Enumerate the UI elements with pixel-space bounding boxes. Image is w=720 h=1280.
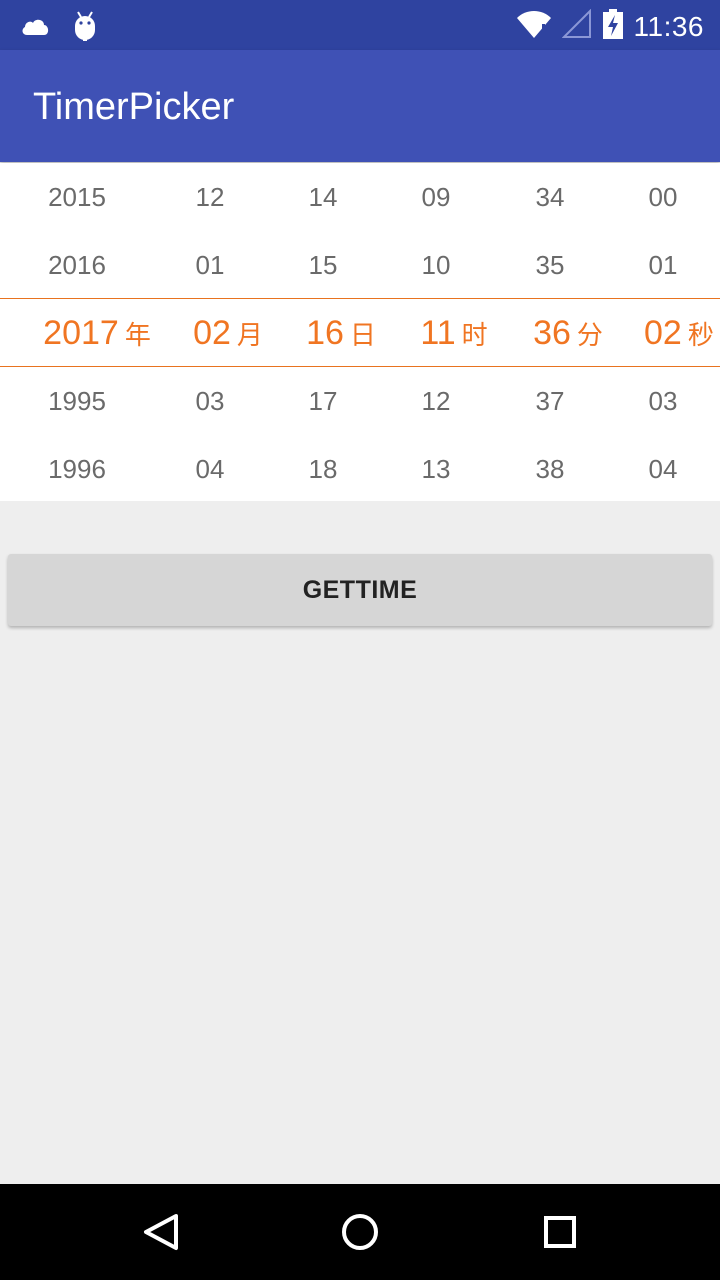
app-bar: TimerPicker: [0, 50, 720, 162]
picker-item[interactable]: 01: [195, 249, 225, 280]
selected-value: 2017: [43, 313, 119, 352]
selected-value: 16: [306, 313, 344, 352]
selected-month[interactable]: 02 月: [170, 299, 286, 367]
time-picker[interactable]: 2015 2016 2017 年 1995 1996 12 01 02 月 03 0…: [0, 163, 720, 501]
picker-item[interactable]: 01: [648, 249, 678, 280]
wifi-icon: [516, 9, 552, 44]
unit-label: 月: [236, 319, 263, 350]
picker-item[interactable]: 2016: [48, 249, 106, 280]
picker-item[interactable]: 12: [421, 385, 451, 416]
selected-second[interactable]: 02 秒: [623, 299, 720, 367]
picker-item[interactable]: 04: [195, 453, 225, 484]
picker-item[interactable]: 34: [535, 181, 565, 212]
navigation-bar: [0, 1184, 720, 1280]
picker-item[interactable]: 13: [421, 453, 451, 484]
picker-item[interactable]: 04: [648, 453, 678, 484]
picker-item[interactable]: 2015: [48, 181, 106, 212]
recents-icon[interactable]: [530, 1202, 590, 1262]
selected-value: 11: [420, 313, 456, 352]
picker-item[interactable]: 09: [421, 181, 451, 212]
selection-line-bottom: [0, 366, 720, 367]
picker-item[interactable]: 38: [535, 453, 565, 484]
picker-item[interactable]: 03: [195, 385, 225, 416]
unit-label: 时: [461, 319, 488, 350]
picker-item[interactable]: 12: [195, 181, 225, 212]
unit-label: 秒: [687, 319, 714, 350]
picker-item[interactable]: 10: [421, 249, 451, 280]
picker-item[interactable]: 03: [648, 385, 678, 416]
day-wheel[interactable]: 14 15 16 日 17 18: [283, 163, 376, 501]
get-time-button[interactable]: GETTIME: [8, 554, 712, 626]
unit-label: 年: [124, 319, 151, 350]
selected-value: 36: [533, 313, 571, 352]
picker-item[interactable]: 14: [308, 181, 338, 212]
app-title: TimerPicker: [33, 86, 235, 128]
selected-value: 02: [193, 313, 231, 352]
selected-value: 02: [644, 313, 682, 352]
picker-item[interactable]: 1995: [48, 385, 106, 416]
picker-item[interactable]: 37: [535, 385, 565, 416]
status-bar: 11:36: [0, 0, 720, 50]
home-icon[interactable]: [330, 1202, 390, 1262]
unit-label: 分: [576, 319, 603, 350]
selected-minute[interactable]: 36 分: [510, 299, 626, 367]
selected-day[interactable]: 16 日: [283, 299, 399, 367]
battery-charging-icon: [602, 8, 624, 45]
android-icon: [72, 10, 98, 47]
picker-item[interactable]: 15: [308, 249, 338, 280]
picker-item[interactable]: 35: [535, 249, 565, 280]
year-wheel[interactable]: 2015 2016 2017 年 1995 1996: [17, 163, 151, 501]
cloud-icon: [20, 14, 50, 43]
month-wheel[interactable]: 12 01 02 月 03 04: [170, 163, 263, 501]
second-wheel[interactable]: 00 01 02 秒 03 04: [623, 163, 714, 501]
selection-line-top: [0, 298, 720, 299]
selected-year[interactable]: 2017 年: [19, 299, 175, 367]
minute-wheel[interactable]: 34 35 36 分 37 38: [510, 163, 603, 501]
selected-hour[interactable]: 11 时: [396, 299, 512, 367]
picker-item[interactable]: 00: [648, 181, 678, 212]
hour-wheel[interactable]: 09 10 11 时 12 13: [396, 163, 487, 501]
status-time: 11:36: [633, 10, 704, 42]
signal-icon: [561, 8, 592, 44]
unit-label: 日: [349, 319, 376, 350]
picker-item[interactable]: 17: [308, 385, 338, 416]
back-icon[interactable]: [130, 1202, 190, 1262]
picker-item[interactable]: 18: [308, 453, 338, 484]
picker-item[interactable]: 1996: [48, 453, 106, 484]
